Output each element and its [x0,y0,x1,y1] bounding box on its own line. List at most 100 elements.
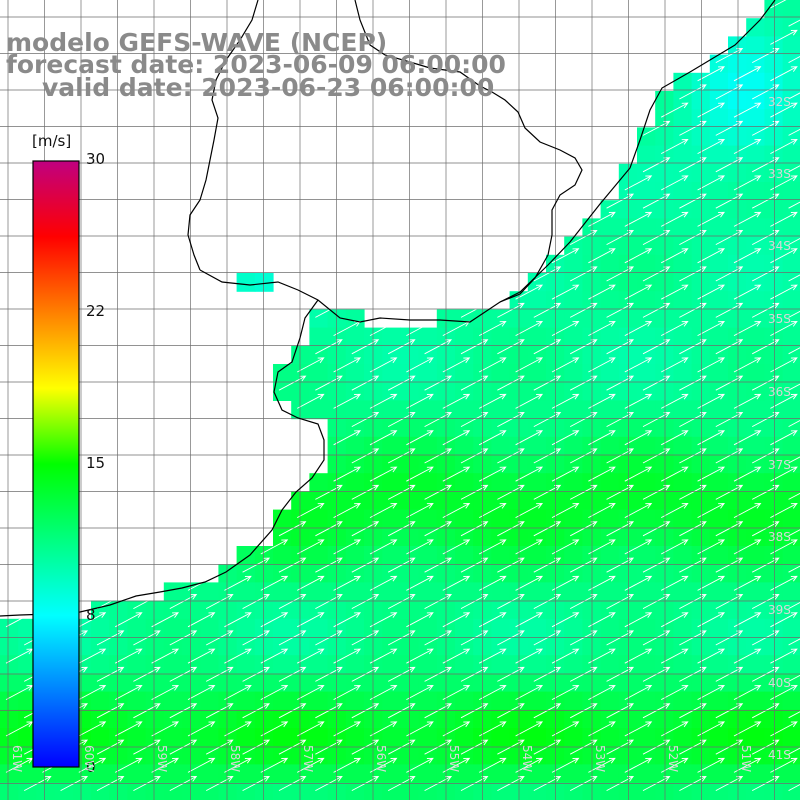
wind-cell [764,764,784,784]
wind-arrow [660,139,689,154]
coastline-north [187,0,259,271]
wind-arrow [424,339,453,355]
wind-arrow [406,430,434,446]
wind-arrow [624,575,653,591]
wind-cell [382,327,401,347]
wind-cell [764,291,784,310]
wind-cell [218,655,238,674]
wind-cell [91,655,110,674]
wind-arrow [497,412,525,427]
wind-cell [327,382,347,401]
wind-cell [728,400,747,420]
wind-arrow [478,575,507,591]
wind-cell [655,109,674,128]
wind-cell [364,436,383,456]
wind-arrow [733,284,762,300]
wind-cell [491,655,511,674]
wind-cell [764,327,784,347]
wind-cell [728,200,747,219]
wind-cell [728,236,747,256]
wind-cell [728,109,747,128]
wind-cell [309,746,329,765]
wind-cell [327,655,347,674]
wind-cell [600,546,620,565]
wind-arrow [424,448,453,464]
wind-cell [746,364,765,383]
wind-cell [655,163,674,183]
wind-arrow [460,339,489,355]
lon-label: 51W [739,745,753,773]
wind-cell [273,509,292,529]
wind-arrow [151,757,180,773]
wind-cell [564,691,583,711]
wind-cell [655,254,674,274]
wind-cell [764,436,784,456]
wind-cell [72,782,92,800]
wind-cell [691,473,711,492]
wind-cell [18,655,37,674]
wind-cell [382,746,401,765]
wind-cell [764,455,784,474]
wind-arrow [460,594,489,609]
wind-cell [746,546,765,565]
wind-cell [728,127,747,147]
wind-arrow [515,393,544,409]
wind-cell [0,618,19,638]
wind-arrow [497,630,525,646]
wind-arrow [315,484,343,500]
wind-cell [254,618,274,638]
wind-cell [200,582,219,602]
wind-cell [527,527,547,547]
wind-cell [764,382,784,401]
wind-arrow [515,648,544,664]
wind-cell [746,72,765,92]
wind-cell [527,673,547,693]
wind-cell [764,127,784,147]
wind-cell [764,254,784,274]
wind-cell [709,218,729,238]
wind-arrow [296,539,325,555]
wind-cell [345,637,365,656]
wind-cell [673,182,693,201]
wind-cell [91,600,110,620]
wind-cell [200,600,219,620]
wind-cell [728,582,747,602]
wind-cell [564,709,583,729]
wind-arrow [242,630,271,646]
wind-cell [345,728,365,747]
wind-arrow [315,302,343,318]
wind-cell [254,709,274,729]
wind-arrow [533,594,562,609]
wind-cell [746,145,765,165]
wind-cell [709,473,729,492]
wind-arrow [278,557,307,573]
wind-cell [382,527,401,547]
wind-cell [182,637,201,656]
wind-cell [637,163,656,183]
wind-cell [637,145,656,165]
wind-cell [637,400,656,420]
wind-cell [764,72,784,92]
wind-cell [691,746,711,765]
wind-cell [163,691,183,711]
wind-cell [691,345,711,365]
wind-arrow [788,347,800,355]
wind-arrow [660,575,689,591]
wind-cell [564,254,583,274]
wind-arrow [788,492,800,500]
wind-cell [782,72,800,92]
wind-arrow [478,757,507,773]
wind-cell [764,655,784,674]
wind-arrow [387,557,416,573]
wind-arrow [406,685,434,700]
wind-cell [273,655,292,674]
wind-cell [491,436,511,456]
wind-cell [236,618,256,638]
wind-cell [728,254,747,274]
wind-cell [109,618,128,638]
wind-cell [673,309,693,329]
wind-cell [764,273,784,292]
wind-cell [382,691,401,711]
wind-cell [254,673,274,693]
wind-arrow [788,310,800,318]
